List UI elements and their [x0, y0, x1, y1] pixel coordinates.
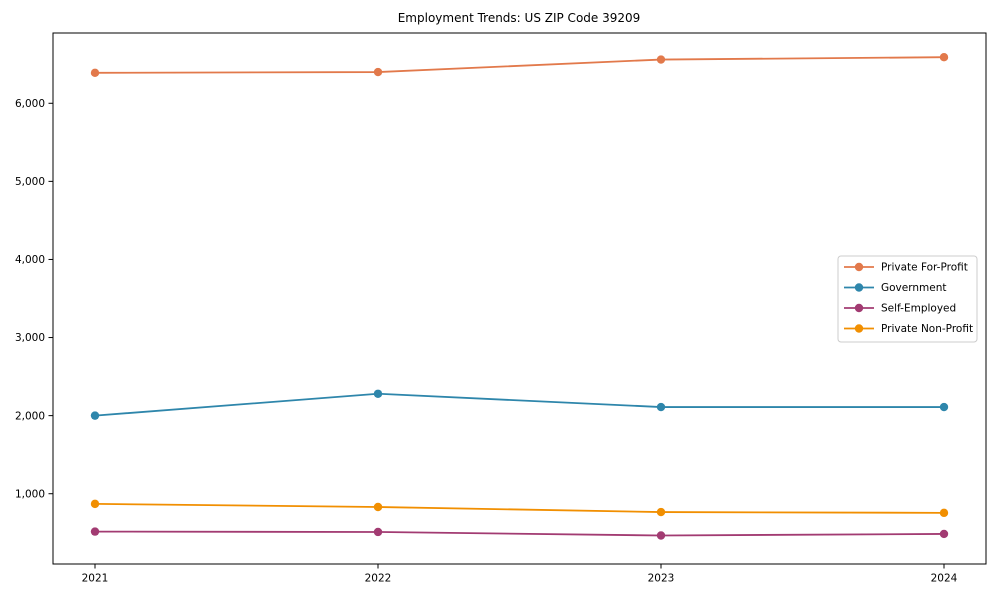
legend-label: Private For-Profit [881, 262, 968, 274]
data-point-private-non-profit-2023 [656, 507, 666, 517]
data-point-government-2021 [90, 411, 100, 420]
data-point-self-employed-2023 [656, 531, 666, 540]
data-point-government-2024 [939, 402, 949, 412]
plot-border [52, 32, 987, 565]
data-point-private-for-profit-2023 [656, 55, 666, 64]
x-axis-tick-label: 2023 [648, 573, 675, 585]
chart-plot-group: 1,000 2,000 3,000 4,000 5,000 6,000 2021 2022 20… [15, 32, 987, 585]
legend-label: Private Non-Profit [881, 323, 973, 335]
x-axis-tick-label: 2021 [82, 573, 109, 585]
series-line-government [94, 392, 944, 417]
legend-item-private-non-profit: Private Non-Profit [844, 323, 973, 335]
y-axis-tick-label: 1,000 [15, 488, 45, 500]
y-axis-tick-label: 6,000 [15, 98, 45, 110]
legend: Private For-Profit Government Self-Employe… [837, 255, 978, 343]
y-axis-tick-label: 2,000 [15, 410, 45, 422]
data-point-self-employed-2024 [939, 529, 949, 539]
series-line-self-employed [94, 530, 945, 537]
legend-label: Self-Employed [881, 303, 956, 315]
legend-marker-icon [854, 283, 864, 292]
legend-item-self-employed: Self-Employed [844, 303, 956, 315]
data-point-private-for-profit-2024 [939, 53, 949, 62]
legend-box [837, 255, 978, 343]
series-line-private-non-profit [94, 502, 945, 514]
legend-item-government: Government [844, 282, 946, 294]
data-point-private-for-profit-2022 [373, 67, 383, 77]
legend-marker-icon [854, 303, 864, 313]
legend-marker-icon [854, 262, 864, 272]
data-point-government-2022 [373, 389, 383, 398]
y-axis-tick-label: 5,000 [15, 176, 45, 188]
y-axis-tick-label: 4,000 [15, 254, 45, 266]
data-point-private-non-profit-2022 [373, 502, 383, 512]
data-point-private-non-profit-2024 [939, 508, 949, 518]
data-point-government-2023 [656, 402, 666, 412]
legend-marker-icon [854, 324, 864, 333]
legend-item-private-for-profit: Private For-Profit [844, 262, 968, 274]
data-point-self-employed-2021 [90, 527, 100, 536]
data-point-self-employed-2022 [373, 527, 383, 537]
legend-label: Government [881, 282, 946, 294]
series-line-private-for-profit [94, 56, 945, 74]
x-axis-tick-label: 2022 [365, 573, 392, 585]
x-axis-tick-label: 2024 [931, 573, 958, 585]
y-axis-tick-label: 3,000 [15, 332, 45, 344]
data-point-private-non-profit-2021 [90, 499, 100, 509]
data-point-private-for-profit-2021 [90, 68, 100, 78]
chart-title: Employment Trends: US ZIP Code 39209 [398, 11, 641, 25]
